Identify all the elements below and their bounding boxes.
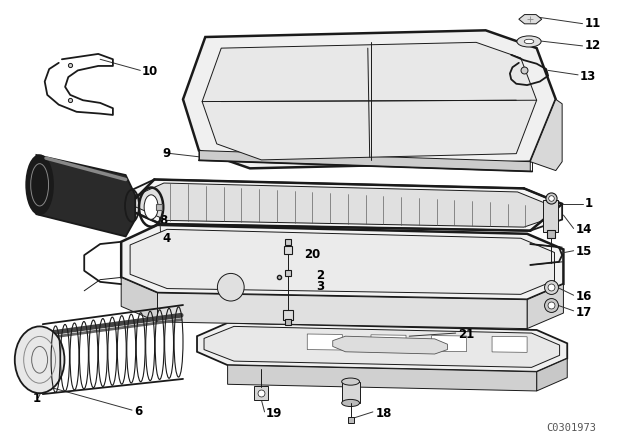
Polygon shape <box>371 335 406 351</box>
Polygon shape <box>537 358 567 391</box>
Text: 14: 14 <box>576 223 593 236</box>
Polygon shape <box>36 155 135 237</box>
Text: 12: 12 <box>584 39 601 52</box>
Ellipse shape <box>524 39 534 44</box>
Text: 19: 19 <box>266 407 282 420</box>
Polygon shape <box>125 180 562 231</box>
Text: 18: 18 <box>376 407 392 420</box>
Text: 20: 20 <box>304 248 320 261</box>
Text: 11: 11 <box>584 17 601 30</box>
Text: 21: 21 <box>458 328 474 341</box>
Text: 5: 5 <box>116 188 124 201</box>
Ellipse shape <box>342 400 360 406</box>
Text: 6: 6 <box>134 405 142 418</box>
Text: 1: 1 <box>33 392 40 405</box>
Polygon shape <box>519 15 541 24</box>
Text: 8: 8 <box>159 214 168 227</box>
Polygon shape <box>199 151 531 172</box>
Text: 4: 4 <box>162 232 170 245</box>
Text: 13: 13 <box>580 70 596 83</box>
Polygon shape <box>157 293 527 329</box>
Polygon shape <box>307 334 342 350</box>
Polygon shape <box>333 336 447 354</box>
Text: 1: 1 <box>584 198 593 211</box>
Text: 16: 16 <box>576 290 593 303</box>
Text: C0301973: C0301973 <box>546 423 596 433</box>
Polygon shape <box>134 183 552 227</box>
Polygon shape <box>228 365 537 391</box>
Text: 3: 3 <box>316 280 324 293</box>
Text: 10: 10 <box>141 65 158 78</box>
Ellipse shape <box>517 36 541 47</box>
Polygon shape <box>197 323 567 372</box>
Polygon shape <box>531 99 562 171</box>
Ellipse shape <box>144 195 158 220</box>
Ellipse shape <box>26 155 53 215</box>
Polygon shape <box>121 277 157 322</box>
Polygon shape <box>492 336 527 352</box>
Ellipse shape <box>15 327 65 393</box>
Polygon shape <box>204 327 559 367</box>
Polygon shape <box>130 229 554 294</box>
Ellipse shape <box>218 273 244 301</box>
Polygon shape <box>121 225 563 300</box>
Text: 2: 2 <box>316 269 324 282</box>
Bar <box>543 200 558 232</box>
Polygon shape <box>183 30 556 168</box>
Text: 17: 17 <box>576 306 593 319</box>
Polygon shape <box>342 382 360 403</box>
Polygon shape <box>431 336 467 352</box>
Ellipse shape <box>342 378 360 385</box>
Polygon shape <box>527 284 563 329</box>
Polygon shape <box>202 43 537 160</box>
Text: 15: 15 <box>576 245 593 258</box>
Text: 9: 9 <box>162 147 170 160</box>
